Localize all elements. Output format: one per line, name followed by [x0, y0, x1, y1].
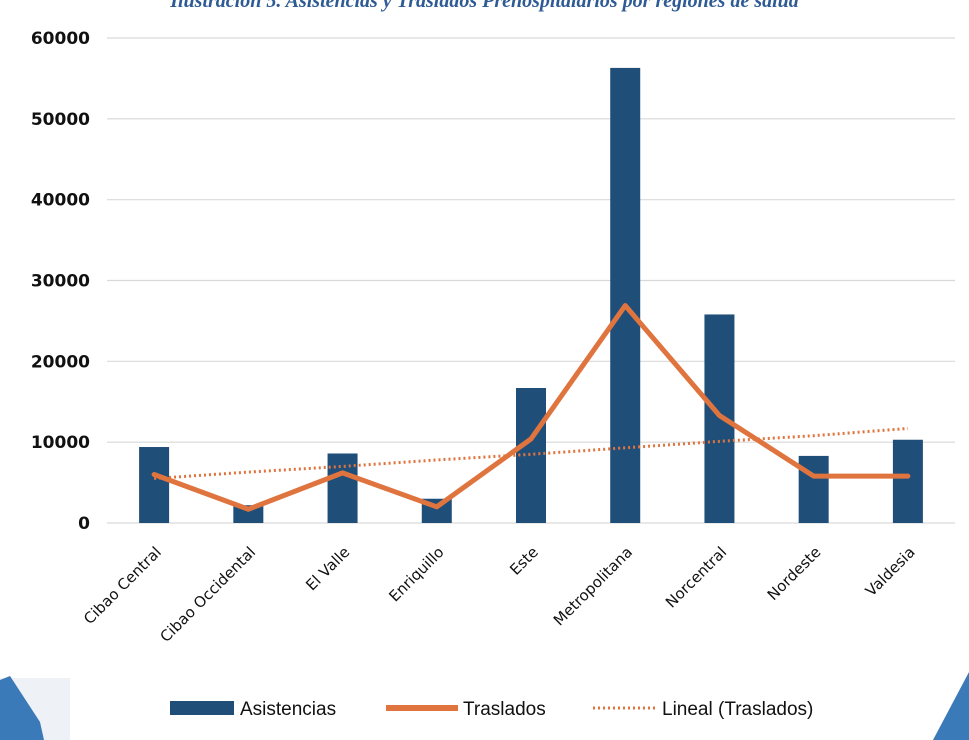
y-tick-label: 0: [78, 514, 90, 534]
bar: [892, 439, 923, 523]
x-tick-label: Norcentral: [662, 543, 730, 611]
y-tick-label: 10000: [31, 433, 90, 453]
corner-decoration-left: [0, 676, 70, 740]
trendline: [154, 426, 909, 481]
x-tick-label: Este: [506, 543, 542, 579]
bar: [327, 453, 358, 523]
bar: [798, 455, 829, 523]
x-tick-label: El Valle: [302, 543, 353, 594]
x-tick-label: Valdesia: [862, 543, 919, 600]
bar: [704, 314, 735, 523]
legend-label: Lineal (Traslados): [662, 699, 813, 720]
x-tick-label: Metropolitana: [550, 543, 636, 629]
legend-swatch: [170, 701, 234, 715]
legend-label: Asistencias: [240, 699, 336, 720]
y-tick-label: 50000: [31, 110, 90, 130]
y-tick-label: 60000: [31, 29, 90, 49]
y-tick-label: 30000: [31, 272, 90, 292]
x-tick-label: Enriquillo: [385, 543, 447, 605]
bar: [139, 447, 170, 523]
chart-title: Ilustración 5. Asistencias y Traslados P…: [170, 0, 799, 12]
bar: [233, 505, 264, 523]
bar: [516, 388, 546, 523]
corner-decoration-right: [933, 672, 969, 740]
x-tick-label: Nordeste: [764, 543, 825, 604]
legend-label: Traslados: [463, 699, 546, 720]
y-tick-label: 40000: [31, 191, 90, 211]
x-tick-label: Cibao Central: [80, 543, 165, 628]
y-tick-label: 20000: [31, 352, 90, 372]
line-series: [151, 303, 911, 512]
bar: [610, 67, 641, 524]
x-tick-label: Cibao Occidental: [156, 543, 259, 646]
